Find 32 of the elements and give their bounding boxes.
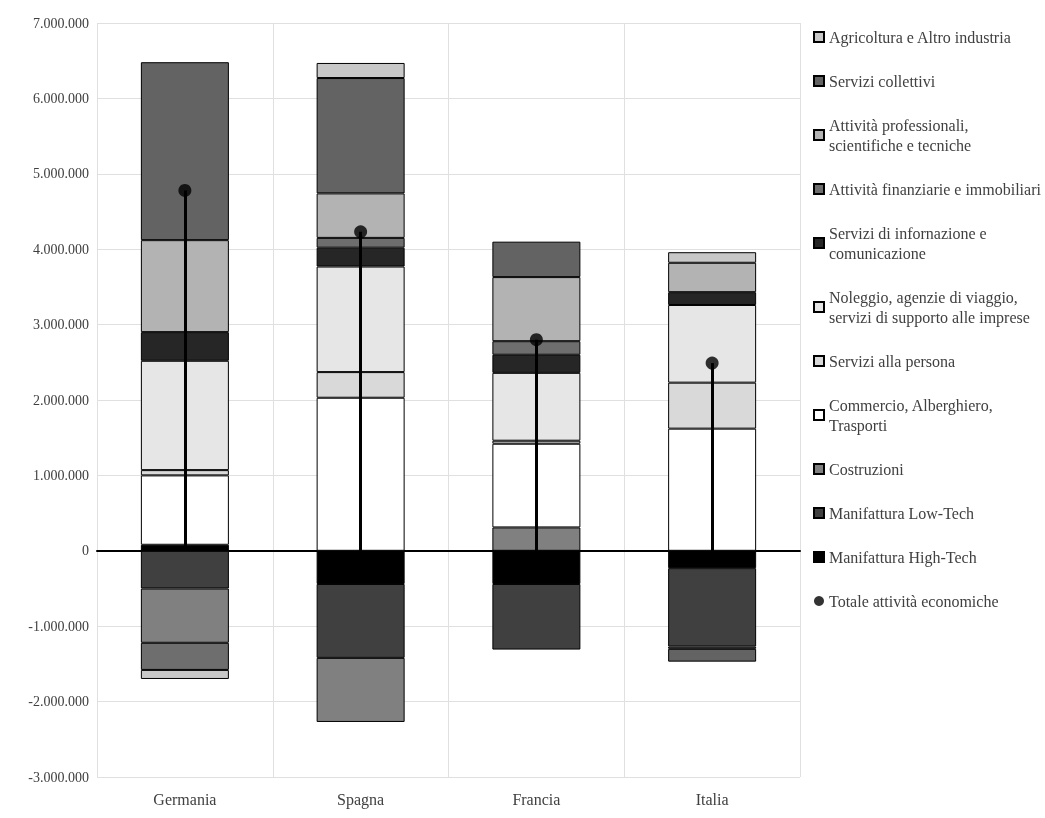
- x-tick-label: Francia: [512, 790, 561, 808]
- legend-label: Servizi collettivi: [829, 72, 936, 90]
- bar: [668, 648, 757, 662]
- y-tick-label: -3.000.000: [28, 769, 89, 785]
- legend-label: Attività professionali, scientifiche e tecniche: [829, 116, 973, 154]
- legend-label: Servizi di infornazione e comunicazione: [829, 224, 991, 262]
- y-tick-label: -2.000.000: [28, 694, 89, 710]
- legend-label: Manifattura Low-Tech: [829, 504, 975, 522]
- point: [705, 356, 719, 370]
- y-tick-label: 2.000.000: [33, 392, 89, 408]
- legend-label: Servizi alla persona: [829, 352, 956, 371]
- legend-label: Costruzioni: [829, 460, 905, 478]
- point: [529, 333, 543, 347]
- y-tick-label: 3.000.000: [33, 317, 89, 333]
- y-tick-label: 6.000.000: [33, 90, 89, 106]
- x-tick-label: Germania: [153, 790, 217, 808]
- x-tick-label: Spagna: [337, 790, 385, 809]
- y-tick-label: -1.000.000: [28, 618, 89, 634]
- legend-label: Manifattura High-Tech: [829, 548, 977, 567]
- legend-label: Agricoltura e Altro industria: [829, 28, 1011, 47]
- point: [178, 183, 192, 197]
- legend-label: Commercio, Alberghiero, Trasporti: [829, 396, 997, 435]
- y-tick-label: 0: [82, 543, 89, 559]
- x-tick-label: Italia: [695, 790, 729, 808]
- legend-label: Noleggio, agenzie di viaggio, servizi di supporto alle imprese: [829, 288, 1030, 327]
- y-tick-label: 7.000.000: [33, 15, 89, 31]
- y-tick-label: 4.000.000: [33, 241, 89, 257]
- point: [354, 225, 368, 239]
- y-tick-label: 5.000.000: [33, 166, 89, 182]
- legend-label: Totale attività economiche: [829, 592, 999, 610]
- y-tick-label: 1.000.000: [33, 467, 89, 483]
- legend-label: Attività finanziarie e immobiliari: [829, 180, 1042, 198]
